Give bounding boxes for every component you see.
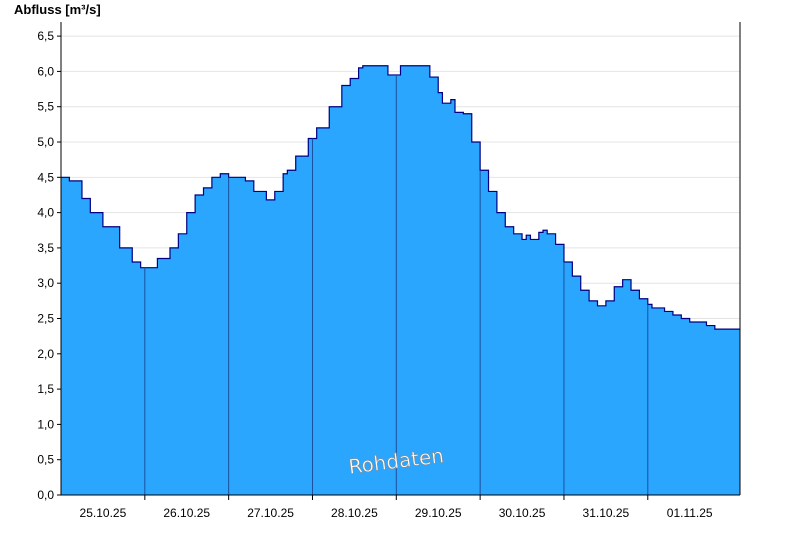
y-tick-label: 4,5: [37, 170, 54, 184]
y-tick-label: 0,0: [37, 488, 54, 502]
y-tick-label: 5,5: [37, 100, 54, 114]
y-tick-label: 6,0: [37, 64, 54, 78]
x-tick-label: 27.10.25: [247, 506, 294, 520]
plot-axes: [60, 22, 741, 496]
y-tick-label: 2,0: [37, 347, 54, 361]
x-axis-ticks: 25.10.25 26.10.25 27.10.25 28.10.25 29.10.25…: [80, 495, 713, 520]
y-tick-label: 6,5: [37, 29, 54, 43]
y-tick-label: 3,5: [37, 241, 54, 255]
y-tick-label: 1,5: [37, 382, 54, 396]
y-axis-label: Abfluss [m³/s]: [14, 2, 101, 17]
y-tick-label: 3,0: [37, 276, 54, 290]
discharge-line: [61, 65, 740, 330]
x-tick-label: 30.10.25: [499, 506, 546, 520]
y-tick-label: 0,5: [37, 453, 54, 467]
x-tick-label: 31.10.25: [583, 506, 630, 520]
x-tick-label: 26.10.25: [163, 506, 210, 520]
y-tick-label: 5,0: [37, 135, 54, 149]
y-tick-label: 1,0: [37, 417, 54, 431]
x-tick-label: 28.10.25: [331, 506, 378, 520]
day-boundary-lines: [144, 74, 649, 495]
y-tick-label: 2,5: [37, 312, 54, 326]
y-axis-ticks: 0,0 0,5 1,0 1,5 2,0 2,5 3,0 3,5 4,0 4,5 5,0 5,5 6,0 6…: [37, 29, 61, 502]
x-tick-label: 29.10.25: [415, 506, 462, 520]
discharge-area: [61, 65, 740, 496]
y-tick-label: 4,0: [37, 206, 54, 220]
x-tick-label: 25.10.25: [80, 506, 127, 520]
x-tick-label: 01.11.25: [667, 506, 713, 520]
